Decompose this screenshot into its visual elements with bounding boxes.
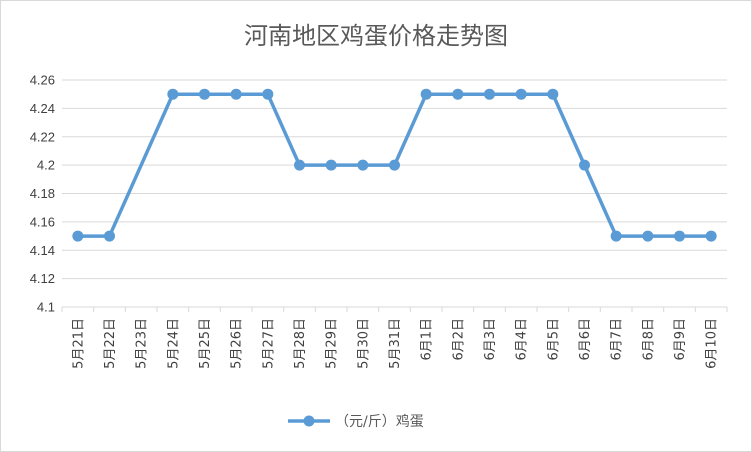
x-tick-label: 6月9日 [673, 318, 688, 361]
x-tick-label: 5月30日 [356, 318, 371, 369]
x-axis-ticks: 5月21日 5月22日 5月23日 5月24日 5月25日 5月26日 5月27日 5月28日… [71, 318, 719, 369]
y-tick-label: 4.2 [37, 158, 55, 173]
data-point [610, 230, 622, 242]
y-axis-ticks: 4.1 4.12 4.14 4.16 4.18 4.2 4.22 4.24 4.26 [30, 73, 55, 315]
data-point [167, 88, 179, 100]
series-group [72, 88, 717, 242]
x-tick-label: 5月28日 [293, 318, 308, 369]
data-point [230, 88, 242, 100]
chart-title: 河南地区鸡蛋价格走势图 [244, 22, 508, 50]
x-tick-label: 5月25日 [198, 318, 213, 369]
data-point [104, 230, 115, 242]
x-tick-label: 6月8日 [641, 318, 656, 361]
x-tick-label: 5月21日 [71, 318, 86, 369]
legend-point-marker [303, 415, 315, 427]
x-tick-label: 6月7日 [610, 318, 625, 361]
x-tick-label: 5月23日 [135, 318, 150, 369]
data-point [515, 88, 527, 100]
y-tick-label: 4.26 [30, 73, 55, 88]
data-point [199, 88, 210, 100]
data-point [72, 230, 84, 242]
data-point [420, 88, 432, 100]
y-tick-label: 4.24 [30, 101, 55, 116]
y-tick-label: 4.1 [37, 300, 55, 315]
y-tick-label: 4.16 [30, 214, 55, 229]
y-tick-label: 4.18 [30, 186, 55, 201]
data-point [294, 159, 305, 171]
legend: （元/斤）鸡蛋 [288, 413, 424, 430]
x-tick-label: 5月27日 [261, 318, 276, 369]
data-point [547, 88, 559, 100]
data-point [325, 159, 337, 171]
data-point [674, 230, 685, 242]
data-point [579, 159, 590, 171]
data-point [642, 230, 654, 242]
x-tick-label: 5月26日 [230, 318, 245, 369]
x-tick-label: 5月24日 [166, 318, 181, 369]
x-tick-label: 6月3日 [483, 318, 498, 361]
y-tick-label: 4.22 [30, 129, 55, 144]
data-point [452, 88, 464, 100]
x-tick-label: 6月4日 [515, 318, 530, 361]
y-tick-label: 4.12 [30, 271, 55, 286]
data-point [357, 159, 369, 171]
data-point [389, 159, 400, 171]
x-tick-label: 6月1日 [420, 318, 435, 361]
x-tick-label: 6月6日 [578, 318, 593, 361]
x-tick-label: 5月22日 [103, 318, 118, 369]
y-tick-label: 4.14 [30, 243, 55, 258]
x-tick-label: 6月5日 [546, 318, 561, 361]
data-point [705, 230, 717, 242]
x-tick-label: 5月29日 [325, 318, 340, 369]
x-tick-label: 6月2日 [451, 318, 466, 361]
legend-label: （元/斤）鸡蛋 [335, 413, 424, 430]
data-point [484, 88, 495, 100]
data-point [262, 88, 274, 100]
x-tick-label: 6月10日 [705, 318, 720, 369]
x-tick-label: 5月31日 [388, 318, 403, 369]
